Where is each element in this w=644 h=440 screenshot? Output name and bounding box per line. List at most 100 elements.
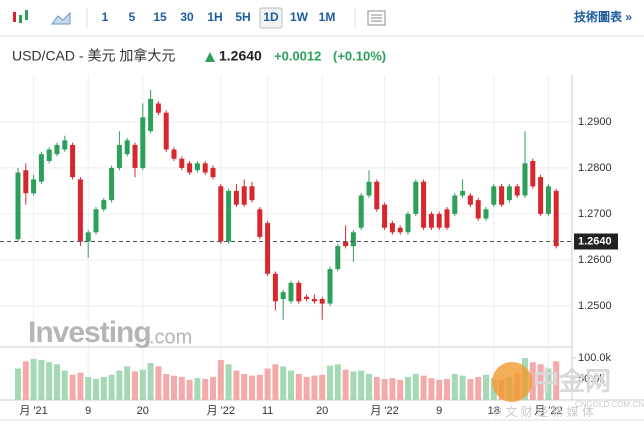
watermark-brand: Investing [28, 316, 151, 349]
volume-bar [366, 373, 372, 400]
interval-button[interactable]: 5 [129, 10, 136, 24]
x-tick-label: 18 [488, 405, 500, 417]
candle-body [210, 167, 216, 178]
candle-body [85, 232, 91, 242]
candle-body [187, 163, 193, 173]
pair-name: USD/CAD - 美元 加拿大元 [12, 48, 175, 64]
interval-button[interactable]: 15 [153, 10, 167, 24]
volume-bar [405, 376, 411, 400]
candle-body [413, 181, 419, 214]
volume-bar [467, 378, 474, 400]
selected-box [259, 7, 283, 29]
candle-body [233, 190, 239, 205]
volume-bar [178, 376, 185, 400]
volume-bar [451, 373, 458, 400]
candle-body [54, 144, 60, 155]
volume-bar [194, 378, 201, 400]
candle-body [241, 186, 247, 205]
candle-body [460, 190, 466, 196]
candle-body [444, 209, 450, 228]
grid-icon[interactable] [367, 10, 386, 26]
candle-body [31, 179, 37, 194]
volume-bar [319, 374, 326, 400]
interval-button[interactable]: 1D [263, 10, 279, 24]
volume-bar [529, 362, 536, 400]
volume-bar [288, 370, 294, 400]
candle-icon[interactable] [13, 10, 28, 23]
volume-bar [155, 366, 162, 400]
volume-bar [116, 370, 123, 400]
volume-bar [233, 370, 240, 400]
watermark-site: 中金网 [533, 366, 611, 396]
candle-body [109, 167, 115, 201]
volume-bar [15, 368, 21, 400]
volume-bar [334, 364, 341, 400]
x-tick-label: 月 '22 [207, 405, 235, 417]
candle-body [389, 223, 395, 233]
candle-body [194, 163, 200, 171]
candle-body [93, 209, 99, 233]
candle-body [116, 144, 122, 168]
candle-body [436, 213, 442, 228]
volume-bar [249, 375, 255, 400]
volume-bar [272, 364, 279, 400]
area-icon[interactable] [51, 11, 71, 25]
candle-body [350, 232, 356, 247]
last-price-box [574, 233, 618, 250]
candle-body [514, 186, 520, 196]
volume-bar [100, 376, 107, 400]
x-tick-label: 月 '22 [534, 405, 562, 417]
interval-button[interactable]: 5H [235, 10, 250, 24]
volume-bar [46, 362, 53, 400]
candle-body [140, 117, 146, 168]
candle-body [15, 172, 21, 240]
volume-bar [186, 379, 193, 400]
candle-body [366, 181, 372, 196]
volume-bar [373, 376, 380, 400]
interval-button[interactable]: 1H [207, 10, 222, 24]
y-tick-label: 1.2600 [578, 254, 612, 266]
volume-bar [61, 370, 68, 400]
volume-bar [358, 370, 365, 400]
y-tick-label: 1.2900 [578, 116, 612, 128]
x-tick-label: 9 [85, 405, 91, 417]
candle-body [382, 204, 388, 228]
candle-body [38, 154, 44, 182]
candle-body [428, 213, 434, 228]
volume-bar [350, 371, 357, 400]
candle-body [272, 273, 278, 302]
volume-bar [280, 366, 287, 400]
volume-bar [210, 376, 216, 400]
x-tick-label: 20 [137, 405, 149, 417]
volume-bar [397, 379, 404, 400]
volume-bar [171, 375, 177, 400]
volume-bar [444, 378, 450, 400]
interval-button[interactable]: 1M [319, 10, 336, 24]
tech-chart-link[interactable]: 技術圖表 » [574, 9, 632, 24]
candle-body [46, 149, 52, 162]
candle-body [467, 195, 473, 205]
x-tick-label: 20 [316, 405, 328, 417]
volume-bar [436, 379, 443, 400]
candle-body [163, 112, 169, 150]
watermark-brand-suffix: .com [149, 326, 192, 348]
interval-button[interactable]: 1 [102, 10, 109, 24]
candle-body [101, 200, 107, 210]
candle-body [374, 181, 380, 210]
volume-bar [537, 364, 544, 400]
volume-bar [93, 378, 99, 400]
volume-bar [139, 369, 146, 400]
candle-body [545, 186, 551, 214]
volume-tick-label: 100.0k [578, 352, 612, 364]
candle-body [522, 163, 528, 196]
candle-body [148, 98, 154, 132]
volume-bar [256, 374, 263, 400]
candle-body [257, 209, 263, 237]
interval-button[interactable]: 30 [180, 10, 194, 24]
candle-body [124, 140, 130, 155]
volume-bar [553, 361, 560, 400]
volume-tick-label: 50.0k [578, 373, 605, 385]
price: 1.2640 [219, 48, 262, 64]
interval-button[interactable]: 1W [290, 10, 309, 24]
